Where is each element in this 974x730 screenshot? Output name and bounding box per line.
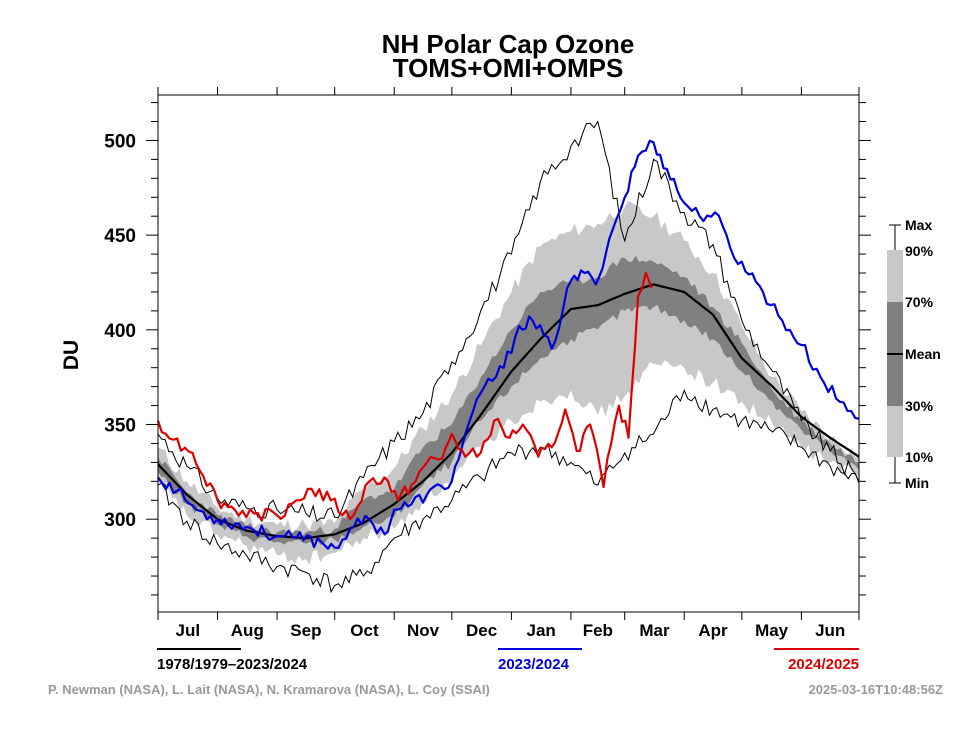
legend-label-p90: 90% [905, 243, 934, 259]
y-tick-label: 400 [104, 321, 136, 342]
axes [146, 87, 871, 620]
y-tick-label: 350 [104, 416, 136, 437]
chart-title: NH Polar Cap Ozone [382, 29, 635, 59]
legend-label-2024-2025: 2024/2025 [788, 656, 859, 673]
line-min [157, 389, 860, 594]
credits-text: P. Newman (NASA), L. Lait (NASA), N. Kra… [48, 682, 490, 697]
month-label-feb: Feb [583, 621, 613, 640]
series-legend: 1978/1979–2023/2024 2023/2024 2024/2025 [157, 648, 859, 673]
legend-label-2023-2024: 2023/2024 [498, 656, 570, 673]
legend-label-max: Max [905, 217, 932, 233]
timestamp-text: 2025-03-16T10:48:56Z [809, 682, 943, 697]
line-2024-2025 [156, 271, 653, 522]
legend-label-min: Min [905, 475, 929, 491]
y-tick-label: 500 [104, 131, 136, 152]
month-label-apr: Apr [698, 621, 728, 640]
month-label-aug: Aug [231, 621, 264, 640]
month-label-may: May [755, 621, 789, 640]
plot-frame [157, 94, 860, 613]
month-label-jan: Jan [527, 621, 556, 640]
month-label-mar: Mar [639, 621, 670, 640]
chart-subtitle: TOMS+OMI+OMPS [393, 53, 624, 83]
legend-label-p70: 70% [905, 294, 934, 310]
line-2023-2024 [157, 139, 860, 550]
month-label-jul: Jul [175, 621, 200, 640]
legend-label-p30: 30% [905, 398, 934, 414]
x-tick-labels: Jul Aug Sep Oct Nov Dec Jan Feb Mar Apr May Jun [175, 621, 845, 640]
month-label-dec: Dec [466, 621, 497, 640]
y-axis-label: DU [60, 340, 83, 370]
legend-label-climatology: 1978/1979–2023/2024 [157, 656, 308, 673]
month-label-nov: Nov [407, 621, 440, 640]
y-tick-label: 300 [104, 510, 136, 531]
legend-label-p10: 10% [905, 449, 934, 465]
line-max [157, 120, 860, 523]
legend-label-mean: Mean [905, 346, 941, 362]
y-tick-label: 450 [104, 226, 136, 247]
series-lines [156, 120, 860, 594]
month-label-sep: Sep [290, 621, 321, 640]
month-label-oct: Oct [350, 621, 379, 640]
month-label-jun: Jun [815, 621, 845, 640]
y-tick-labels: 300 350 400 450 500 [104, 131, 136, 531]
percentile-bands [158, 200, 859, 565]
percentile-legend: Max 90% 70% Mean 30% 10% Min [887, 217, 941, 491]
